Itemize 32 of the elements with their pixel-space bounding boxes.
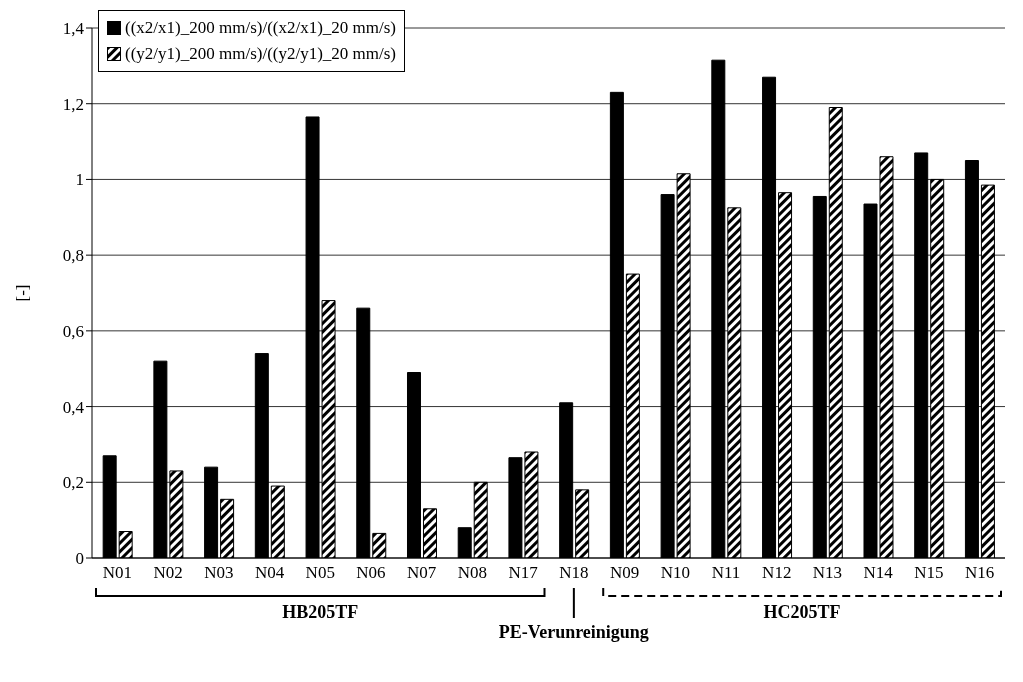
x-tick-label: N08 — [457, 563, 488, 583]
y-tick-label: 0,4 — [62, 397, 85, 417]
text: PE-Verunreinigung — [498, 622, 649, 642]
x-tick-label: N11 — [711, 563, 741, 583]
x-tick-label: N16 — [965, 563, 995, 583]
x-tick-label: N04 — [254, 563, 285, 583]
y-tick-label: 0 — [75, 549, 84, 569]
x-tick-label: N14 — [863, 563, 894, 583]
x-tick-label: N01 — [102, 563, 132, 583]
y-tick-label: 1 — [75, 170, 84, 190]
y-tick-label: 1,4 — [62, 19, 85, 39]
legend-label: ((y2/y1)_200 mm/s)/((y2/y1)_20 mm/s) — [125, 43, 397, 65]
x-tick-label: N07 — [407, 563, 437, 583]
x-tick-label: N18 — [559, 563, 589, 583]
x-tick-label: N12 — [762, 563, 792, 583]
x-tick-label: N10 — [660, 563, 690, 583]
y-tick-label: 1,2 — [62, 94, 84, 114]
y-tick-label: 0,8 — [62, 246, 84, 266]
x-tick-label: N06 — [356, 563, 386, 583]
x-tick-label: N02 — [153, 563, 183, 583]
legend-label: ((x2/x1)_200 mm/s)/((x2/x1)_20 mm/s) — [125, 17, 397, 39]
text: HB205TF — [282, 602, 359, 622]
y-tick-label: 0,2 — [62, 473, 84, 493]
x-tick-label: N05 — [305, 563, 335, 583]
x-tick-label: N09 — [609, 563, 640, 583]
text: HC205TF — [763, 602, 841, 622]
x-tick-label: N03 — [204, 563, 234, 583]
y-axis-title: [-] — [13, 284, 33, 302]
x-tick-label: N13 — [812, 563, 843, 583]
x-tick-label: N15 — [914, 563, 944, 583]
x-tick-label: N17 — [508, 563, 539, 583]
y-tick-label: 0,6 — [62, 321, 84, 341]
